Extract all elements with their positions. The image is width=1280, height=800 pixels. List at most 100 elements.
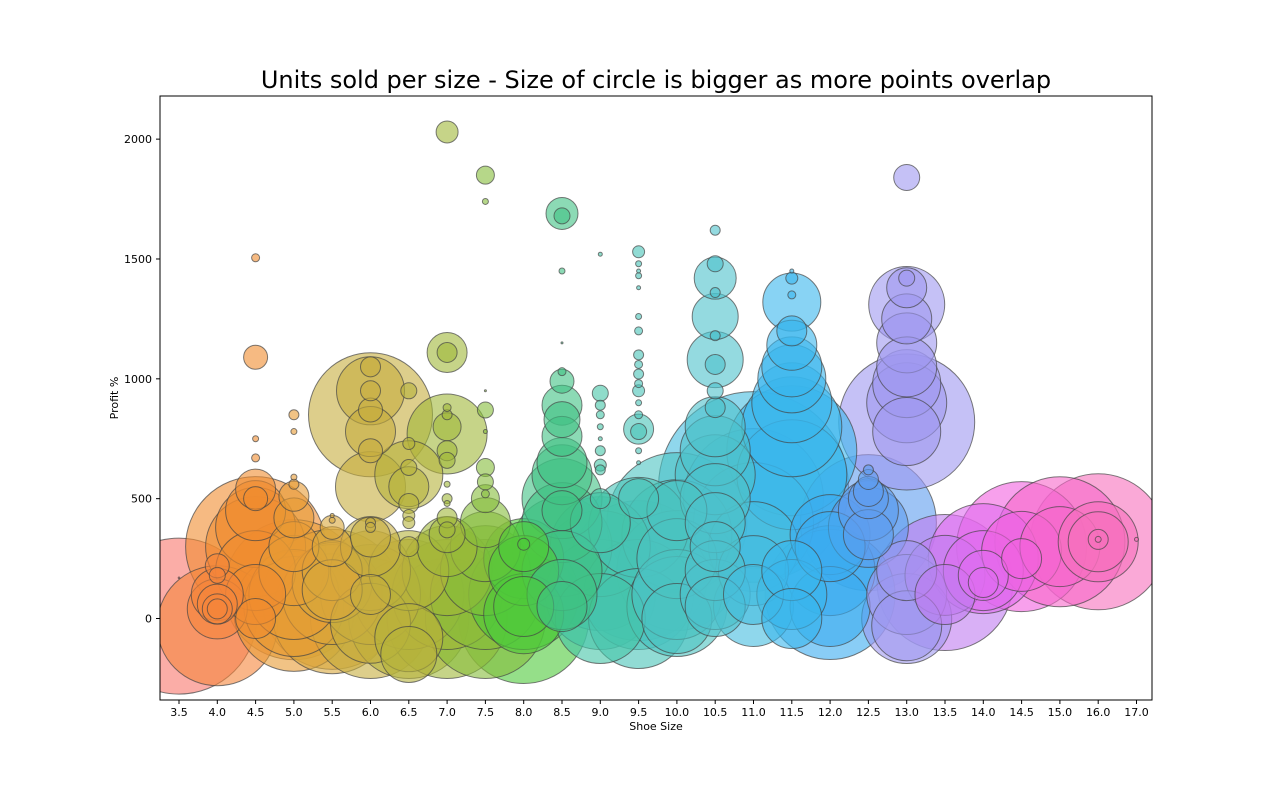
bubble-size-6-5 <box>398 536 420 558</box>
x-tick-label: 7.5 <box>477 706 495 719</box>
y-tick-label: 500 <box>131 493 152 506</box>
bubble-size-4-0 <box>208 566 226 584</box>
bubble-size-8-5 <box>536 581 588 633</box>
x-tick-label: 8.0 <box>515 706 533 719</box>
bubble-size-3-5 <box>177 576 181 580</box>
bubble-size-8-5 <box>557 367 567 377</box>
x-tick-label: 13.5 <box>933 706 958 719</box>
bubble-size-11-5 <box>787 290 797 300</box>
x-tick-label: 9.5 <box>630 706 648 719</box>
bubble-size-10-5 <box>704 353 726 375</box>
bubble-size-7-5 <box>475 165 495 185</box>
bubble-size-9-5 <box>635 399 643 407</box>
bubble-size-9-5 <box>632 245 646 259</box>
y-axis-label: Profit % <box>108 377 121 420</box>
bubble-size-14-5 <box>1001 538 1043 580</box>
x-tick-label: 9.0 <box>592 706 610 719</box>
bubble-size-7-5 <box>482 429 488 435</box>
bubble-size-10-5 <box>706 255 724 273</box>
bubble-size-6-0 <box>358 438 383 464</box>
bubble-size-9-5 <box>633 349 645 361</box>
bubble-size-7-5 <box>480 489 490 499</box>
x-tick-label: 15.0 <box>1048 706 1073 719</box>
bubble-size-9-5 <box>635 447 643 455</box>
bubble-size-8-5 <box>553 207 571 225</box>
bubble-size-9-0 <box>596 423 604 431</box>
bubble-size-5-0 <box>288 409 300 421</box>
bubble-size-8-5 <box>558 267 566 275</box>
bubble-size-7-5 <box>483 389 487 393</box>
bubble-size-9-0 <box>594 399 606 411</box>
bubble-size-8-5 <box>541 490 583 532</box>
bubble-size-10-5 <box>709 287 721 299</box>
bubble-size-13-0 <box>872 397 942 467</box>
bubble-size-7-0 <box>443 499 451 507</box>
x-tick-label: 12.5 <box>856 706 881 719</box>
x-tick-label: 17.0 <box>1124 706 1149 719</box>
x-tick-label: 16.0 <box>1086 706 1111 719</box>
bubble-size-5-0 <box>290 473 298 481</box>
bubble-size-13-0 <box>876 336 938 398</box>
bubble-size-6-0 <box>358 397 383 423</box>
bubble-size-6-0 <box>350 516 391 558</box>
x-tick-label: 12.0 <box>818 706 843 719</box>
bubble-size-9-5 <box>633 368 645 380</box>
x-tick-label: 5.5 <box>323 706 341 719</box>
x-tick-label: 6.0 <box>362 706 380 719</box>
x-tick-label: 8.5 <box>553 706 571 719</box>
bubble-size-13-0 <box>886 267 928 309</box>
bubble-size-7-0 <box>435 120 459 144</box>
y-axis: 0 500 1000 1500 2000 <box>124 133 160 626</box>
bubble-size-9-5 <box>635 272 643 280</box>
bubble-size-9-5 <box>635 260 643 268</box>
bubble-size-14-0 <box>967 567 999 599</box>
bubble-size-9-0 <box>594 464 606 476</box>
x-tick-label: 11.0 <box>741 706 766 719</box>
bubble-size-7-5 <box>476 473 494 491</box>
bubble-size-5-0 <box>290 428 298 436</box>
bubble-size-9-5 <box>636 285 642 291</box>
bubble-size-11-5 <box>761 588 823 650</box>
x-tick-label: 5.0 <box>285 706 303 719</box>
bubble-size-6-0 <box>365 521 376 533</box>
bubble-size-4-5 <box>251 253 261 263</box>
bubble-size-9-5 <box>634 359 644 369</box>
bubble-size-7-5 <box>481 197 489 205</box>
bubble-size-8-5 <box>560 341 564 345</box>
bubble-size-9-0 <box>591 384 609 402</box>
bubble-size-10-5 <box>704 397 726 419</box>
bubble-size-9-0 <box>589 488 611 510</box>
bubble-size-10-5 <box>709 330 721 342</box>
bubble-size-9-5 <box>634 410 644 420</box>
bubble-size-9-0 <box>597 251 603 257</box>
y-tick-label: 0 <box>145 613 152 626</box>
bubble-size-5-0 <box>288 478 300 490</box>
bubble-size-8-0 <box>517 537 531 551</box>
x-tick-label: 13.0 <box>894 706 919 719</box>
bubble-size-9-5 <box>618 478 660 520</box>
bubble-size-6-5 <box>400 382 418 400</box>
bubble-size-6-5 <box>400 459 418 477</box>
bubble-size-6-0 <box>360 356 381 378</box>
x-tick-label: 3.5 <box>170 706 188 719</box>
x-tick-label: 14.5 <box>1009 706 1034 719</box>
bubble-size-7-0 <box>442 403 452 413</box>
bubble-size-7-0 <box>436 341 458 363</box>
bubble-size-6-0 <box>360 380 381 402</box>
y-tick-label: 1000 <box>124 373 152 386</box>
bubble-size-4-0 <box>206 598 228 620</box>
bubble-size-9-5 <box>635 313 643 321</box>
bubble-size-13-0 <box>898 269 916 287</box>
bubble-size-9-0 <box>594 445 606 457</box>
bubble-layer <box>160 120 1152 695</box>
bubble-size-9-5 <box>634 379 644 389</box>
bubble-size-9-5 <box>634 326 644 336</box>
plot-frame <box>159 95 1153 701</box>
bubble-size-12-5 <box>862 464 874 476</box>
bubble-size-16-0 <box>1094 535 1102 543</box>
bubble-size-9-5 <box>630 423 648 441</box>
x-tick-label: 14.0 <box>971 706 996 719</box>
x-tick-label: 11.5 <box>780 706 805 719</box>
y-tick-label: 1500 <box>124 253 152 266</box>
